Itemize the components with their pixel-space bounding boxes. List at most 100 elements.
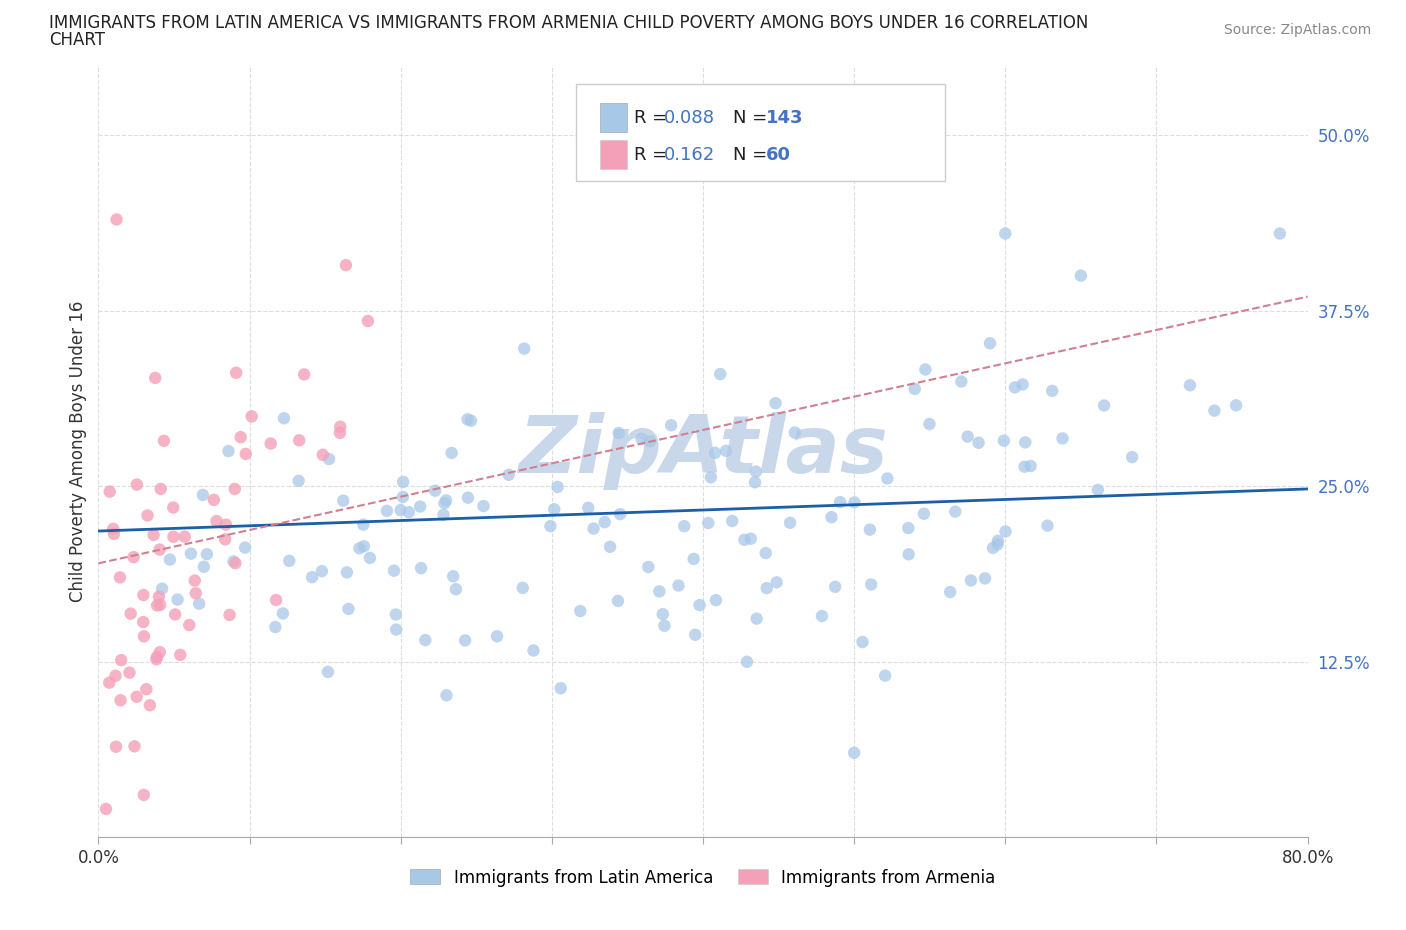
- Point: [146, 598, 169, 613]
- Point: [184, 573, 207, 588]
- Point: [392, 489, 415, 504]
- Point: [904, 381, 927, 396]
- Point: [436, 688, 458, 703]
- Point: [609, 507, 631, 522]
- Point: [166, 592, 188, 607]
- Point: [659, 418, 682, 432]
- Text: Source: ZipAtlas.com: Source: ZipAtlas.com: [1223, 23, 1371, 37]
- Point: [599, 539, 621, 554]
- Point: [714, 444, 737, 458]
- Point: [264, 619, 287, 634]
- Point: [637, 560, 659, 575]
- Text: 60: 60: [766, 146, 792, 164]
- Point: [550, 681, 572, 696]
- Point: [233, 540, 256, 555]
- Point: [433, 496, 456, 511]
- Point: [875, 669, 897, 684]
- Point: [721, 513, 744, 528]
- Point: [943, 504, 966, 519]
- Point: [271, 606, 294, 621]
- Point: [98, 675, 121, 690]
- Text: CHART: CHART: [49, 31, 105, 48]
- Point: [755, 580, 778, 595]
- Point: [979, 336, 1001, 351]
- Point: [224, 482, 246, 497]
- Point: [398, 505, 420, 520]
- Point: [987, 534, 1010, 549]
- Point: [876, 472, 898, 486]
- Point: [914, 362, 936, 377]
- Point: [630, 432, 652, 446]
- Point: [349, 541, 371, 556]
- Point: [540, 519, 562, 534]
- Point: [745, 611, 768, 626]
- Point: [638, 434, 661, 449]
- Point: [173, 529, 195, 544]
- Point: [136, 508, 159, 523]
- Point: [149, 644, 172, 659]
- Point: [994, 524, 1017, 538]
- Point: [162, 500, 184, 515]
- Point: [385, 622, 408, 637]
- Point: [188, 596, 211, 611]
- Point: [229, 430, 252, 445]
- Point: [287, 473, 309, 488]
- Point: [569, 604, 592, 618]
- Point: [851, 634, 873, 649]
- Point: [956, 429, 979, 444]
- Point: [179, 618, 201, 632]
- Point: [357, 313, 380, 328]
- Point: [950, 374, 973, 389]
- Point: [1019, 458, 1042, 473]
- Point: [215, 517, 238, 532]
- Point: [118, 665, 141, 680]
- Point: [224, 556, 246, 571]
- Point: [897, 547, 920, 562]
- Point: [779, 515, 801, 530]
- Text: ZipAtlas: ZipAtlas: [517, 412, 889, 490]
- Point: [329, 419, 352, 434]
- Point: [820, 510, 842, 525]
- Point: [292, 367, 315, 382]
- Point: [593, 515, 616, 530]
- Point: [132, 788, 155, 803]
- Point: [375, 503, 398, 518]
- Point: [110, 693, 132, 708]
- Point: [288, 432, 311, 447]
- Point: [150, 581, 173, 596]
- Point: [700, 470, 723, 485]
- Point: [844, 495, 866, 510]
- Point: [184, 586, 207, 601]
- Point: [260, 436, 283, 451]
- Point: [148, 590, 170, 604]
- Point: [1014, 459, 1036, 474]
- Point: [329, 425, 352, 440]
- Point: [607, 593, 630, 608]
- Point: [765, 396, 787, 411]
- Point: [765, 575, 787, 590]
- Point: [98, 485, 121, 499]
- Point: [353, 538, 375, 553]
- Point: [486, 629, 509, 644]
- Point: [745, 464, 768, 479]
- Point: [1004, 380, 1026, 395]
- Point: [755, 546, 778, 561]
- Point: [1052, 431, 1074, 445]
- Point: [512, 580, 534, 595]
- Y-axis label: Child Poverty Among Boys Under 16: Child Poverty Among Boys Under 16: [69, 300, 87, 602]
- Point: [735, 655, 758, 670]
- Point: [104, 669, 127, 684]
- Point: [457, 412, 479, 427]
- Point: [689, 598, 711, 613]
- Point: [1070, 268, 1092, 283]
- Point: [654, 618, 676, 633]
- Point: [457, 490, 479, 505]
- Point: [648, 584, 671, 599]
- Point: [1014, 435, 1036, 450]
- Point: [918, 417, 941, 432]
- Point: [434, 493, 457, 508]
- Point: [103, 526, 125, 541]
- Point: [607, 426, 630, 441]
- Point: [960, 573, 983, 588]
- Point: [153, 433, 176, 448]
